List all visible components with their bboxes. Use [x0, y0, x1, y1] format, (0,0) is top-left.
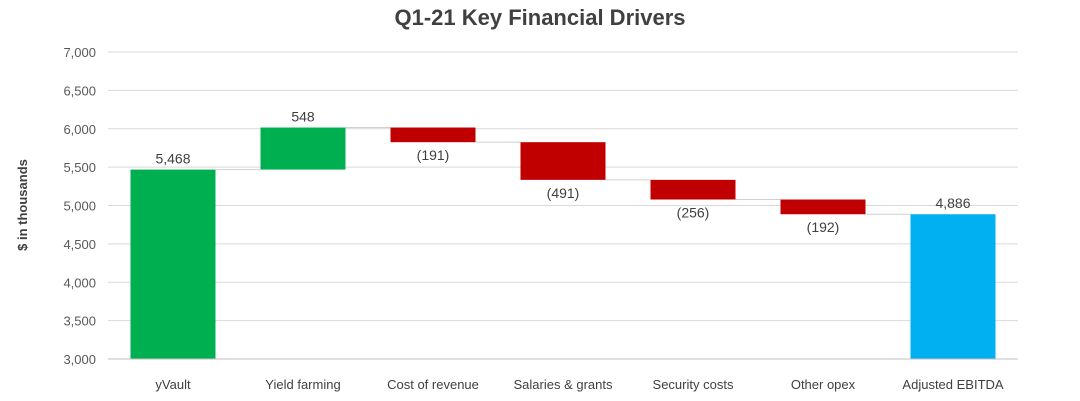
x-category-label: Salaries & grants [514, 377, 613, 392]
data-label: (491) [547, 185, 580, 201]
data-label: (191) [417, 147, 450, 163]
bars [130, 127, 996, 359]
connectors [215, 127, 911, 215]
x-category-label: Other opex [791, 377, 856, 392]
y-tick-label: 5,500 [63, 160, 96, 175]
data-label: 548 [291, 109, 315, 125]
y-axis-ticks: 3,000 3,500 4,000 4,500 5,000 5,500 6,000 6,500… [63, 45, 96, 367]
y-tick-label: 6,000 [63, 122, 96, 137]
x-category-label: Cost of revenue [387, 377, 479, 392]
y-tick-label: 7,000 [63, 45, 96, 60]
bar-adjusted-ebitda [910, 214, 996, 359]
bar-security-costs [650, 179, 736, 200]
x-category-label: yVault [155, 377, 191, 392]
data-labels: 5,468 548 (191) (491) (256) (192) 4,886 [155, 109, 970, 236]
data-label: (256) [677, 205, 710, 221]
bar-salaries-grants [520, 142, 606, 180]
y-tick-label: 3,000 [63, 352, 96, 367]
bar-cost-of-revenue [390, 127, 476, 143]
x-category-label: Yield farming [265, 377, 340, 392]
bar-other-opex [780, 199, 866, 215]
y-tick-label: 4,500 [63, 237, 96, 252]
y-tick-label: 3,500 [63, 314, 96, 329]
bar-yvault [130, 169, 216, 359]
x-category-label: Adjusted EBITDA [902, 377, 1003, 392]
chart-title: Q1-21 Key Financial Drivers [394, 5, 685, 30]
data-label: (192) [807, 219, 840, 235]
bar-yield-farming [260, 127, 346, 170]
x-category-label: Security costs [653, 377, 734, 392]
y-tick-label: 6,500 [63, 83, 96, 98]
data-label: 5,468 [155, 151, 190, 167]
data-label: 4,886 [935, 195, 970, 211]
y-tick-label: 5,000 [63, 199, 96, 214]
x-axis-categories: yVault Yield farming Cost of revenue Salari… [155, 377, 1003, 392]
y-tick-label: 4,000 [63, 275, 96, 290]
y-axis-label: $ in thousands [15, 159, 30, 251]
